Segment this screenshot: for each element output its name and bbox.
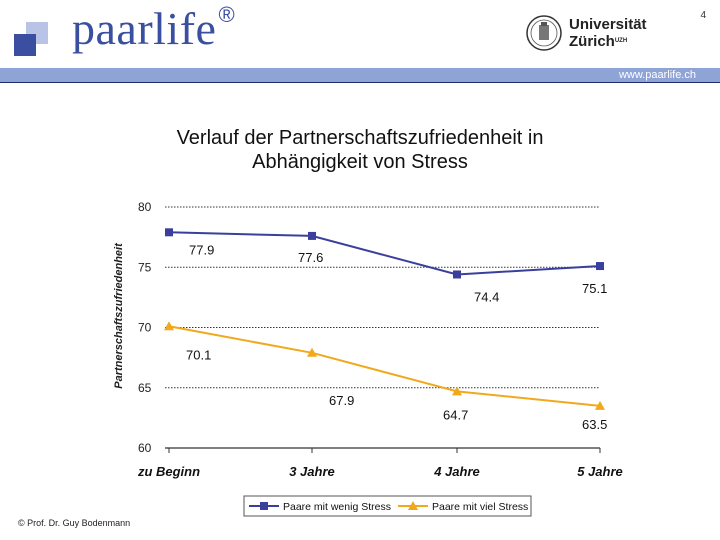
header-divider bbox=[0, 82, 720, 83]
data-label: 77.6 bbox=[298, 250, 323, 265]
paarlife-logo-icon bbox=[14, 22, 48, 56]
brand-name: paarlife® bbox=[72, 2, 236, 54]
legend-marker-square bbox=[260, 502, 268, 510]
data-label: 74.4 bbox=[474, 289, 499, 304]
series-line-low-stress bbox=[168, 231, 601, 276]
x-tick-label: 3 Jahre bbox=[289, 464, 335, 479]
x-tick-label: zu Beginn bbox=[137, 464, 200, 479]
legend-label: Paare mit viel Stress bbox=[432, 501, 528, 513]
x-tick-label: 5 Jahre bbox=[577, 464, 623, 479]
registered-mark: ® bbox=[218, 2, 236, 27]
university-suffix: UZH bbox=[614, 38, 628, 44]
series-line-high-stress bbox=[168, 325, 601, 407]
y-tick-label: 75 bbox=[138, 260, 152, 274]
y-axis-label: Partnerschaftszufriedenheit bbox=[113, 242, 125, 389]
data-label: 70.1 bbox=[186, 347, 211, 362]
y-tick-label: 80 bbox=[138, 200, 152, 214]
data-point-square bbox=[453, 270, 461, 279]
chart-title: Verlauf der Partnerschaftszufriedenheit … bbox=[60, 126, 660, 174]
data-label: 67.9 bbox=[329, 393, 354, 408]
y-tick-label: 60 bbox=[138, 441, 152, 455]
legend-box bbox=[243, 495, 532, 517]
y-tick-label: 70 bbox=[138, 321, 152, 335]
data-point-triangle bbox=[307, 347, 317, 357]
chart-title-line2: Abhängigkeit von Stress bbox=[252, 151, 468, 173]
data-point-triangle bbox=[595, 400, 605, 410]
website-url: www.paarlife.ch bbox=[618, 69, 696, 81]
university-seal-icon bbox=[526, 15, 562, 51]
legend-marker-triangle bbox=[408, 501, 418, 510]
data-point-square bbox=[308, 231, 316, 240]
footer-credit: © Prof. Dr. Guy Bodenmann bbox=[18, 518, 131, 528]
data-label: 75.1 bbox=[582, 281, 607, 296]
data-point-square bbox=[596, 262, 604, 271]
data-label: 64.7 bbox=[443, 407, 468, 422]
chart-title-line1: Verlauf der Partnerschaftszufriedenheit … bbox=[176, 127, 544, 149]
data-label: 63.5 bbox=[582, 417, 607, 432]
data-point-triangle bbox=[164, 321, 174, 331]
data-point-triangle bbox=[452, 386, 462, 396]
header-bar bbox=[0, 68, 720, 82]
y-tick-label: 65 bbox=[138, 381, 152, 395]
x-tick-label: 4 Jahre bbox=[433, 464, 480, 479]
data-label: 77.9 bbox=[189, 242, 214, 257]
legend-label: Paare mit wenig Stress bbox=[283, 501, 391, 513]
page-number: 4 bbox=[700, 10, 706, 21]
university-name: Universität ZürichUZH bbox=[569, 16, 647, 50]
data-point-square bbox=[165, 228, 173, 237]
